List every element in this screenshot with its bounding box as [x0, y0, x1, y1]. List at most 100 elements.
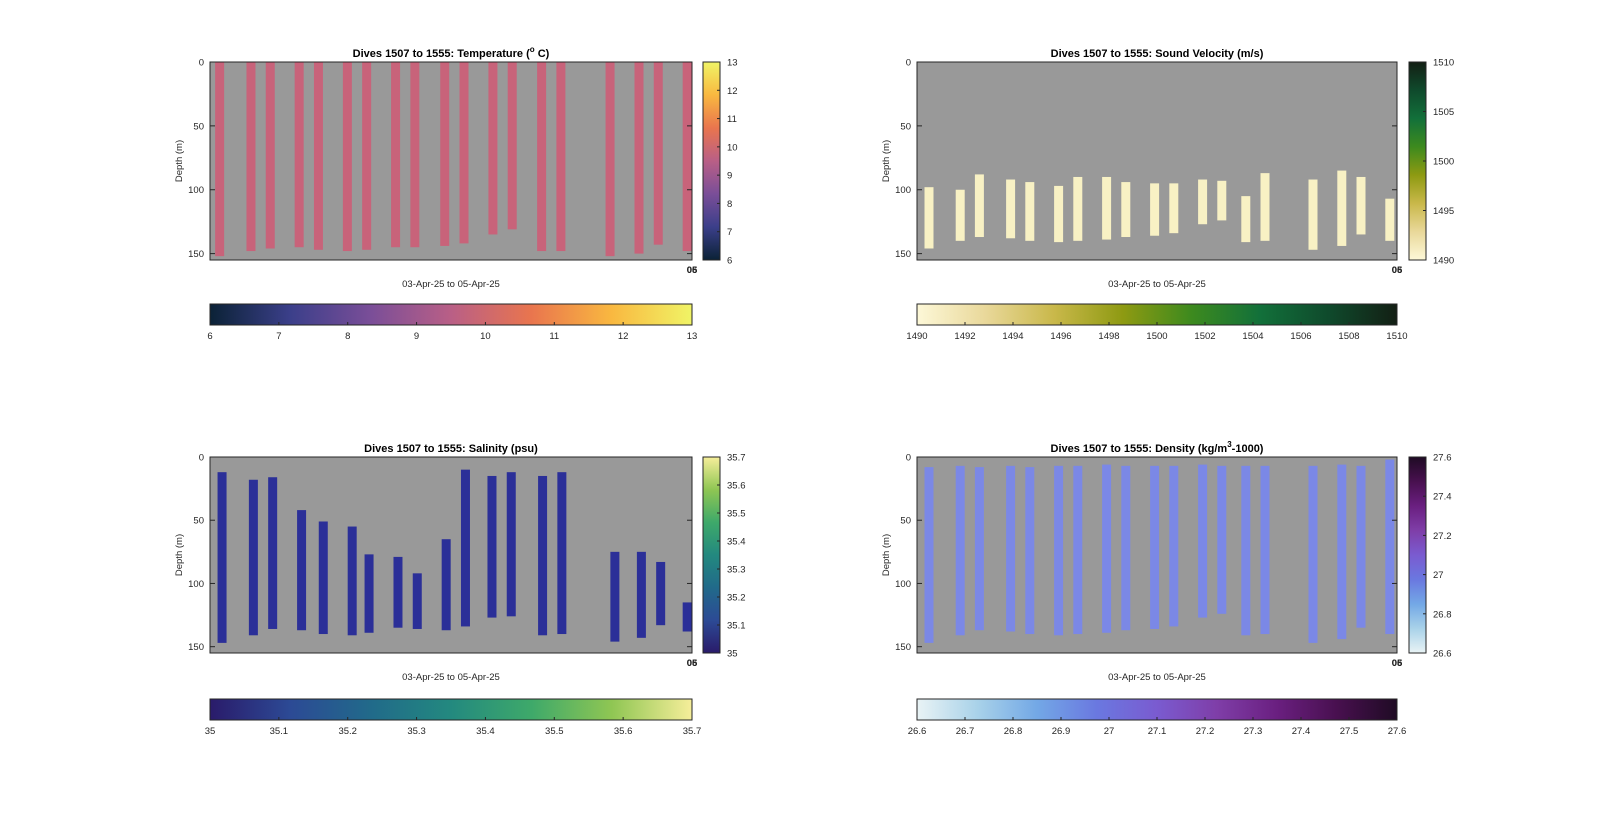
chart-title-superscript: o	[530, 45, 535, 54]
colorbar-h-tick-label: 1504	[1242, 331, 1263, 342]
colorbar-horizontal	[916, 303, 1398, 326]
y-tick-label: 50	[193, 516, 204, 527]
profile-bar	[538, 475, 548, 636]
plot-background	[210, 62, 692, 260]
colorbar-h-tick-label: 35.6	[614, 726, 633, 737]
profile-bar	[362, 62, 372, 250]
colorbar-h-tick-label: 35.7	[683, 726, 702, 737]
profile-bar	[410, 62, 420, 248]
colorbar-h-tick-label: 1496	[1050, 331, 1071, 342]
colorbar-h-tick-label: 35.4	[476, 726, 495, 737]
profile-bar	[1121, 465, 1131, 631]
profile-bar	[441, 539, 451, 631]
colorbar-h-tick-label: 11	[549, 331, 559, 342]
colorbar-vertical	[1408, 456, 1427, 654]
chart-title-text: Dives 1507 to 1555: Density (kg/m	[1051, 443, 1228, 455]
colorbar-tick-label: 11	[727, 114, 737, 125]
y-tick-label: 0	[199, 453, 204, 464]
profile-bar	[265, 62, 275, 249]
chart-title-text: Dives 1507 to 1555: Salinity (psu)	[364, 443, 538, 455]
y-tick-label: 50	[193, 121, 204, 132]
colorbar-h-tick-label: 1492	[954, 331, 975, 342]
plot-frame	[209, 456, 693, 654]
profile-bar	[1356, 176, 1366, 235]
chart-title: Dives 1507 to 1555: Sound Velocity (m/s)	[1051, 48, 1264, 60]
colorbar-h-tick-label: 35.3	[407, 726, 426, 737]
profile-bar	[459, 62, 469, 244]
colorbar-h-tick-label: 9	[414, 331, 419, 342]
y-axis-label: Depth (m)	[881, 534, 892, 576]
profile-bar	[1073, 465, 1083, 635]
chart-title-text: Dives 1507 to 1555: Sound Velocity (m/s)	[1051, 48, 1264, 60]
profile-bar	[636, 551, 646, 638]
chart-title-tail: -1000)	[1232, 443, 1264, 455]
profile-bar	[557, 472, 567, 635]
colorbar-h-tick-label: 1498	[1098, 331, 1119, 342]
profile-bar	[1308, 179, 1318, 250]
colorbar-tick-label: 1490	[1433, 256, 1454, 267]
colorbar-tick-label: 7	[727, 227, 732, 238]
colorbar-tick-label: 27.6	[1433, 453, 1452, 464]
x-end-label: 06	[687, 658, 698, 669]
profile-bar	[248, 479, 258, 636]
colorbar-h-tick-label: 10	[480, 331, 491, 342]
profile-bar	[924, 187, 934, 249]
profile-bar	[605, 62, 615, 257]
profile-bar	[342, 62, 352, 252]
profile-bar	[297, 510, 307, 631]
profile-bar	[1102, 464, 1112, 633]
profile-bar	[1150, 465, 1160, 629]
y-axis-label: Depth (m)	[174, 534, 185, 576]
colorbar-tick-label: 12	[727, 86, 738, 97]
y-tick-label: 150	[188, 642, 204, 653]
profile-bar	[974, 174, 984, 238]
colorbar-h-tick-label: 26.7	[956, 726, 975, 737]
profile-bar	[1337, 170, 1347, 246]
profile-bar	[488, 62, 498, 235]
profile-bar	[682, 602, 692, 632]
x-end-label: 05	[687, 265, 698, 276]
y-axis-label: Depth (m)	[174, 140, 185, 182]
colorbar-tick-label: 26.6	[1433, 649, 1452, 660]
plot-frame	[916, 456, 1398, 654]
colorbar-tick-label: 35.2	[727, 593, 746, 604]
colorbar-tick-label: 13	[727, 58, 738, 69]
profile-bar	[656, 561, 666, 626]
x-end-label: 06	[1392, 265, 1403, 276]
colorbar-tick-label: 35.5	[727, 509, 746, 520]
colorbar-tick-label: 1510	[1433, 58, 1454, 69]
profile-bar	[294, 62, 304, 248]
profile-bar	[268, 477, 278, 629]
chart-title-tail: C)	[535, 48, 550, 60]
profile-bar	[1121, 182, 1131, 238]
profile-bar	[391, 62, 401, 248]
colorbar-tick-label: 26.8	[1433, 609, 1452, 620]
profile-bar	[487, 475, 497, 618]
profile-bar	[1198, 464, 1208, 618]
x-end-label: 05	[1392, 658, 1403, 669]
profile-bar	[1169, 183, 1179, 234]
colorbar-h-tick-label: 1500	[1146, 331, 1167, 342]
profile-bar	[1260, 465, 1270, 635]
profile-bar	[506, 472, 516, 617]
chart-title: Dives 1507 to 1555: Salinity (psu)	[364, 443, 538, 455]
y-tick-label: 0	[906, 58, 911, 69]
colorbar-horizontal	[916, 698, 1398, 721]
colorbar-h-tick-label: 27.5	[1340, 726, 1359, 737]
colorbar-h-tick-label: 27.6	[1388, 726, 1407, 737]
y-axis-label: Depth (m)	[881, 140, 892, 182]
colorbar-tick-label: 35.6	[727, 481, 746, 492]
colorbar-h-tick-label: 1508	[1338, 331, 1359, 342]
colorbar-h-tick-label: 26.9	[1052, 726, 1071, 737]
profile-bar	[653, 62, 663, 245]
colorbar-horizontal	[209, 303, 693, 326]
y-tick-label: 150	[188, 249, 204, 260]
colorbar-h-tick-label: 1506	[1290, 331, 1311, 342]
colorbar-tick-label: 1495	[1433, 206, 1454, 217]
profile-bar	[1241, 196, 1251, 243]
colorbar-h-tick-label: 6	[207, 331, 212, 342]
